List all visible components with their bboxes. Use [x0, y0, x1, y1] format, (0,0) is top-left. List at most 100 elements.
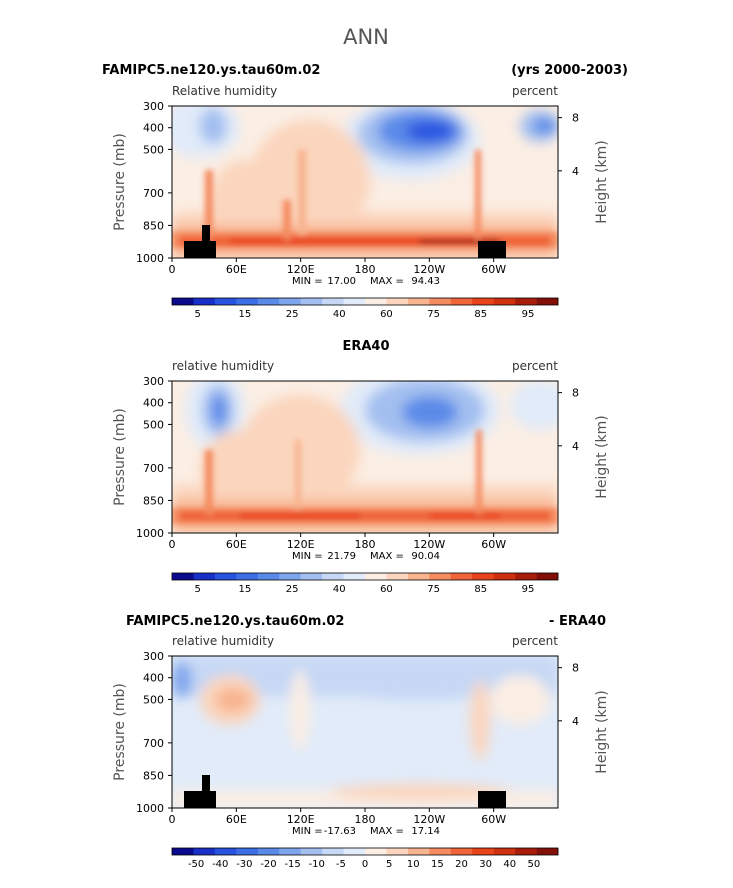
- colorbar-segment: [172, 848, 194, 855]
- xtick-label: 60E: [226, 263, 247, 276]
- xtick-label: 60W: [481, 538, 506, 551]
- colorbar-label: 85: [474, 309, 487, 320]
- colorbar-segment: [172, 573, 194, 580]
- colorbar-segment: [536, 573, 559, 580]
- colorbar-segment: [536, 848, 559, 855]
- max-value: 90.04: [411, 551, 440, 562]
- panel-1: FAMIPC5.ne120.ys.tau60m.02 (yrs 2000-200…: [102, 63, 628, 259]
- panel-1-terrain: [184, 225, 506, 258]
- ytick-label: 400: [143, 122, 164, 135]
- min-value: -17.63: [324, 826, 356, 837]
- xtick-label: 0: [169, 263, 176, 276]
- colorbar-frame: [171, 847, 559, 856]
- colorbar-segment: [536, 298, 559, 305]
- ytick-right-label: 8: [572, 112, 579, 125]
- colorbar-segment: [365, 298, 387, 305]
- ytick-right-label: 8: [572, 387, 579, 400]
- colorbar-segment: [450, 573, 473, 580]
- panel-3-case-suffix: - ERA40: [549, 614, 606, 629]
- colorbar-segment: [257, 848, 280, 855]
- ytick-label: 700: [143, 462, 164, 475]
- xtick-label: 120E: [287, 538, 315, 551]
- ytick-label: 500: [143, 418, 164, 431]
- colorbar-label: 25: [286, 309, 299, 320]
- colorbar-segment: [193, 848, 216, 855]
- colorbar-segment: [472, 848, 494, 855]
- panel-2-units: percent: [512, 359, 558, 373]
- max-value: 94.43: [411, 276, 440, 287]
- panel-2: ERA40 relative humidity percent: [171, 339, 559, 534]
- panel-2-case-title: ERA40: [342, 339, 389, 354]
- colorbar-segment: [236, 298, 259, 305]
- colorbar-segment: [472, 298, 494, 305]
- colorbar-frame: [171, 572, 559, 581]
- ylabel-left: Pressure (mb): [112, 408, 128, 506]
- colorbar-segment: [343, 848, 366, 855]
- colorbar-segment: [322, 848, 344, 855]
- colorbar-label: -40: [212, 859, 228, 870]
- colorbar-label: 60: [380, 584, 393, 595]
- colorbar-segment: [386, 573, 409, 580]
- colorbar-label: 40: [503, 859, 516, 870]
- panel-1-units: percent: [512, 84, 558, 98]
- panel-3-units: percent: [512, 634, 558, 648]
- max-label: MAX =: [370, 276, 404, 287]
- ytick-label: 500: [143, 143, 164, 156]
- colorbar-segment: [214, 848, 237, 855]
- panel-3-case-title: FAMIPC5.ne120.ys.tau60m.02: [126, 614, 344, 629]
- ytick-label: 1000: [136, 252, 164, 265]
- colorbar-segment: [386, 848, 409, 855]
- colorbar-label: 15: [431, 859, 444, 870]
- xtick-label: 60E: [226, 538, 247, 551]
- colorbar-label: 40: [333, 309, 346, 320]
- colorbar-segment: [493, 298, 516, 305]
- panel-2-var-label: relative humidity: [172, 359, 274, 373]
- colorbar-label: 75: [427, 584, 440, 595]
- colorbar-segment: [236, 848, 259, 855]
- colorbar-segment: [214, 298, 237, 305]
- colorbar-label: 50: [528, 859, 541, 870]
- xtick-label: 120E: [287, 813, 315, 826]
- colorbar-label: 10: [407, 859, 420, 870]
- ytick-label: 1000: [136, 527, 164, 540]
- ytick-label: 700: [143, 187, 164, 200]
- colorbar-segment: [472, 573, 494, 580]
- colorbar-segment: [300, 298, 323, 305]
- colorbar-segment: [450, 298, 473, 305]
- colorbar-segment: [429, 573, 452, 580]
- max-label: MAX =: [370, 826, 404, 837]
- colorbar-segment: [450, 848, 473, 855]
- colorbar-segment: [193, 573, 216, 580]
- colorbar-label: -5: [336, 859, 346, 870]
- colorbar-segment: [343, 298, 366, 305]
- colorbar-segment: [386, 298, 409, 305]
- xtick-label: 120E: [287, 263, 315, 276]
- max-label: MAX =: [370, 551, 404, 562]
- ytick-label: 300: [143, 375, 164, 388]
- colorbar-label: -20: [260, 859, 276, 870]
- panel-1-var-label: Relative humidity: [172, 84, 277, 98]
- xtick-label: 180: [355, 538, 376, 551]
- colorbar-label: 0: [362, 859, 368, 870]
- colorbar-segment: [515, 848, 537, 855]
- panel-2-contour-field: [172, 381, 558, 533]
- ytick-label: 400: [143, 397, 164, 410]
- xtick-label: 0: [169, 538, 176, 551]
- panel-3-contour-field: [172, 656, 558, 808]
- ylabel-left: Pressure (mb): [112, 133, 128, 231]
- ytick-label: 300: [143, 650, 164, 663]
- min-value: 17.00: [327, 276, 356, 287]
- panel-3-terrain: [184, 775, 506, 808]
- xtick-label: 120W: [413, 263, 445, 276]
- xtick-label: 120W: [413, 813, 445, 826]
- colorbar-label: 85: [474, 584, 487, 595]
- colorbar-segment: [407, 573, 430, 580]
- colorbar-segment: [515, 298, 537, 305]
- ytick-label: 700: [143, 737, 164, 750]
- xtick-label: 60E: [226, 813, 247, 826]
- ytick-label: 850: [143, 494, 164, 507]
- colorbar-label: 25: [286, 584, 299, 595]
- xtick-label: 60W: [481, 263, 506, 276]
- ylabel-left: Pressure (mb): [112, 683, 128, 781]
